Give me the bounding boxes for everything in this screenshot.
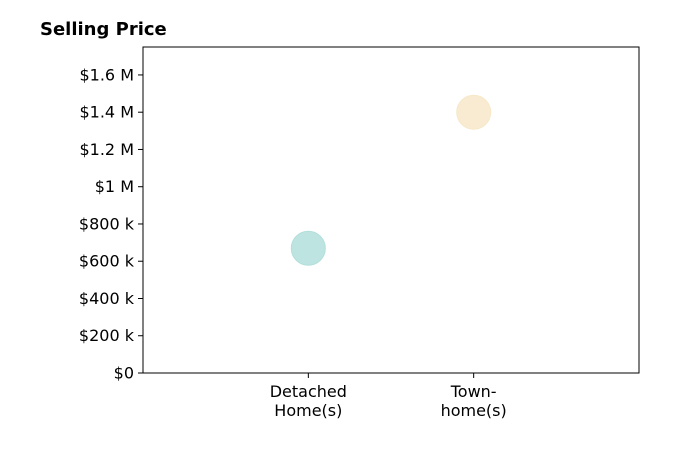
- x-tick-label-1: Town-home(s): [441, 382, 507, 420]
- y-tick-label-2: $400 k: [79, 289, 135, 308]
- y-tick-label-4: $800 k: [79, 214, 135, 233]
- x-tick-label-line: Town-: [450, 382, 497, 401]
- y-tick-label-0: $0: [114, 364, 134, 383]
- y-tick-label-1: $200 k: [79, 326, 135, 345]
- y-tick-label-3: $600 k: [79, 252, 135, 271]
- plot-area: $0 $200 k $400 k $600 k $800 k $1 M $1.2 M $1.4…: [79, 46, 640, 420]
- y-tick-label-5: $1 M: [95, 177, 134, 196]
- chart-title: Selling Price: [40, 19, 167, 40]
- data-point-1: [456, 94, 492, 130]
- x-tick-label-line: Detached: [270, 382, 347, 401]
- plot-frame: [142, 46, 640, 374]
- y-tick-label-8: $1.6 M: [79, 65, 134, 84]
- x-tick-label-line: home(s): [441, 401, 507, 420]
- x-tick-label-line: Home(s): [274, 401, 342, 420]
- y-tick-label-6: $1.2 M: [79, 140, 134, 159]
- data-point-0: [290, 230, 326, 266]
- x-tick-label-0: Detached Home(s): [270, 382, 347, 420]
- y-tick-label-7: $1.4 M: [79, 103, 134, 122]
